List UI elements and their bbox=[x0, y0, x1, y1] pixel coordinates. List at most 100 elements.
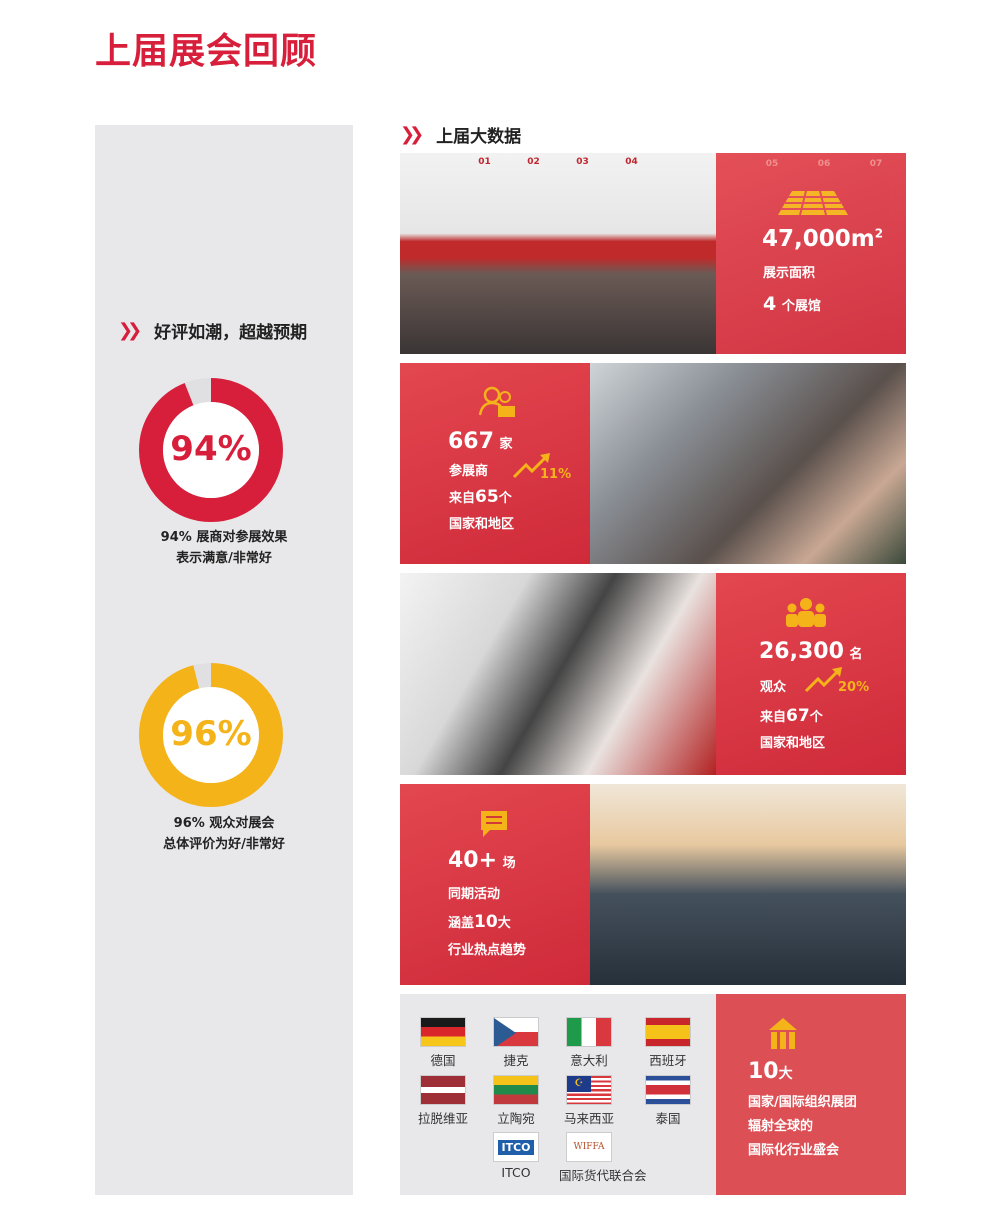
exhibitors-label: 参展商 bbox=[449, 464, 489, 479]
flag-lithuania: 立陶宛 bbox=[486, 1075, 546, 1127]
visitors-stat-card: 26,300 名 观众 20% 来自67个 国家和地区 bbox=[716, 573, 906, 775]
exhibitors-stat-card: 667 家 参展商 11% 来自65个 国家和地区 bbox=[400, 363, 590, 564]
wiffa-logo-text: WIFFA bbox=[573, 1142, 605, 1152]
visitors-origin: 来自67个 bbox=[760, 706, 823, 726]
events-value: 40+ 场 bbox=[448, 848, 516, 873]
flag-label: 马来西亚 bbox=[563, 1111, 614, 1126]
visitors-unit: 名 bbox=[849, 647, 863, 662]
sign-number: 07 bbox=[869, 159, 883, 169]
chat-bubble-icon bbox=[481, 811, 507, 837]
donut-caption: 94% 展商对参展效果 表示满意/非常好 bbox=[95, 527, 353, 569]
delegations-number: 10 bbox=[748, 1059, 779, 1084]
flag-italy: 意大利 bbox=[559, 1017, 619, 1069]
itco-logo-text: ITCO bbox=[498, 1139, 534, 1155]
italy-flag-icon bbox=[566, 1017, 612, 1047]
delegations-line: 国家/国际组织展团 bbox=[748, 1095, 857, 1110]
origin-prefix: 来自 bbox=[760, 710, 787, 725]
sign-number: 04 bbox=[625, 157, 638, 167]
org-label: 国际货代联合会 bbox=[559, 1168, 647, 1183]
flag-label: 拉脱维亚 bbox=[417, 1111, 468, 1126]
origin-suffix: 个 bbox=[809, 710, 823, 725]
building-columns-icon bbox=[769, 1018, 797, 1049]
area-number: 47,000m bbox=[762, 226, 875, 252]
flag-label: 立陶宛 bbox=[497, 1111, 535, 1126]
malaysia-flag-icon: ☪ bbox=[566, 1075, 612, 1105]
flag-label: 捷克 bbox=[503, 1053, 529, 1068]
stats-heading-text: 上届大数据 bbox=[436, 127, 522, 147]
caption-line: 94% 展商对参展效果 bbox=[160, 530, 288, 545]
org-wiffa: WIFFA 国际货代联合会 bbox=[559, 1132, 647, 1184]
origin-suffix: 个 bbox=[498, 491, 512, 506]
events-coverage: 涵盖10大 bbox=[448, 912, 511, 932]
origin-region: 国家和地区 bbox=[760, 736, 826, 751]
itco-logo: ITCO bbox=[493, 1132, 539, 1162]
halls: 4 个展馆 bbox=[763, 293, 821, 315]
crowd-icon bbox=[786, 598, 826, 627]
sign-number: 03 bbox=[576, 157, 589, 167]
delegations-flags-panel: 德国 捷克 意大利 西班牙 拉脱维亚 立陶宛 ☪ 马来西亚 泰国 ITCO ITCO… bbox=[400, 994, 716, 1195]
flag-label: 德国 bbox=[430, 1053, 456, 1068]
donut-center bbox=[163, 687, 259, 783]
org-label: ITCO bbox=[501, 1165, 531, 1180]
flag-thailand: 泰国 bbox=[638, 1075, 698, 1127]
donut-center bbox=[163, 402, 259, 498]
sign-number: 01 bbox=[478, 157, 491, 167]
exhibitors-origin: 来自65个 bbox=[449, 487, 512, 507]
review-panel bbox=[95, 125, 353, 1195]
visitors-value: 26,300 名 bbox=[759, 639, 863, 664]
germany-flag-icon bbox=[420, 1017, 466, 1047]
countries-number: 65 bbox=[475, 487, 499, 507]
donut-caption: 96% 观众对展会 总体评价为好/非常好 bbox=[95, 813, 353, 855]
coverage-prefix: 涵盖 bbox=[448, 916, 475, 931]
exhibitors-growth: 11% bbox=[540, 467, 572, 482]
caption-line: 表示满意/非常好 bbox=[176, 551, 272, 566]
photo-forum-audience bbox=[590, 784, 906, 985]
exhibitors-number: 667 bbox=[448, 429, 494, 454]
events-number: 40+ bbox=[448, 848, 498, 873]
events-unit: 场 bbox=[502, 856, 516, 871]
visitors-number: 26,300 bbox=[759, 639, 844, 664]
lithuania-flag-icon bbox=[493, 1075, 539, 1105]
donut-label: 96% bbox=[170, 714, 252, 754]
floor-grid-icon bbox=[778, 190, 848, 216]
donut-arc-exhibitors bbox=[139, 378, 283, 522]
people-icon bbox=[478, 386, 515, 417]
visitors-label: 观众 bbox=[760, 680, 787, 695]
donut-arc-visitors bbox=[139, 663, 283, 807]
area-unit-sup: 2 bbox=[874, 226, 884, 241]
photo-exhibitor-booth bbox=[590, 363, 906, 564]
flag-latvia: 拉脱维亚 bbox=[413, 1075, 473, 1127]
trend-up-arrow-icon bbox=[512, 453, 550, 479]
wiffa-logo: WIFFA bbox=[566, 1132, 612, 1162]
coverage-number: 10 bbox=[474, 912, 498, 932]
origin-prefix: 来自 bbox=[449, 491, 476, 506]
countries-number: 67 bbox=[786, 706, 810, 726]
area-stat-card: 05 06 07 47,000m2 展示面积 4 个展馆 bbox=[716, 153, 906, 354]
caption-line: 96% 观众对展会 bbox=[173, 816, 275, 831]
delegations-unit: 大 bbox=[778, 1066, 793, 1082]
flag-germany: 德国 bbox=[413, 1017, 473, 1069]
double-chevron-icon: ❯❯ bbox=[400, 124, 424, 145]
delegations-line: 国际化行业盛会 bbox=[748, 1143, 840, 1158]
delegations-line: 辐射全球的 bbox=[748, 1119, 814, 1134]
latvia-flag-icon bbox=[420, 1075, 466, 1105]
photo-crowd-entrance: 01 02 03 04 bbox=[400, 153, 716, 354]
czech-flag-icon bbox=[493, 1017, 539, 1047]
events-label: 同期活动 bbox=[448, 887, 501, 902]
coverage-topic: 行业热点趋势 bbox=[448, 943, 527, 958]
double-chevron-icon: ❯❯ bbox=[118, 320, 142, 341]
halls-number: 4 bbox=[763, 293, 777, 315]
flag-label: 意大利 bbox=[570, 1053, 608, 1068]
origin-region: 国家和地区 bbox=[449, 517, 515, 532]
delegations-stat-card: 10大 国家/国际组织展团 辐射全球的 国际化行业盛会 bbox=[716, 994, 906, 1195]
sign-number: 02 bbox=[527, 157, 540, 167]
org-itco: ITCO ITCO bbox=[486, 1132, 546, 1180]
thailand-flag-icon bbox=[645, 1075, 691, 1105]
review-heading-text: 好评如潮，超越预期 bbox=[154, 323, 308, 343]
stats-heading: ❯❯ 上届大数据 bbox=[400, 122, 521, 147]
donut-label: 94% bbox=[170, 429, 252, 469]
spain-flag-icon bbox=[645, 1017, 691, 1047]
flag-label: 泰国 bbox=[655, 1111, 681, 1126]
photo-visitors-booth bbox=[400, 573, 716, 775]
sign-number: 06 bbox=[817, 159, 831, 169]
